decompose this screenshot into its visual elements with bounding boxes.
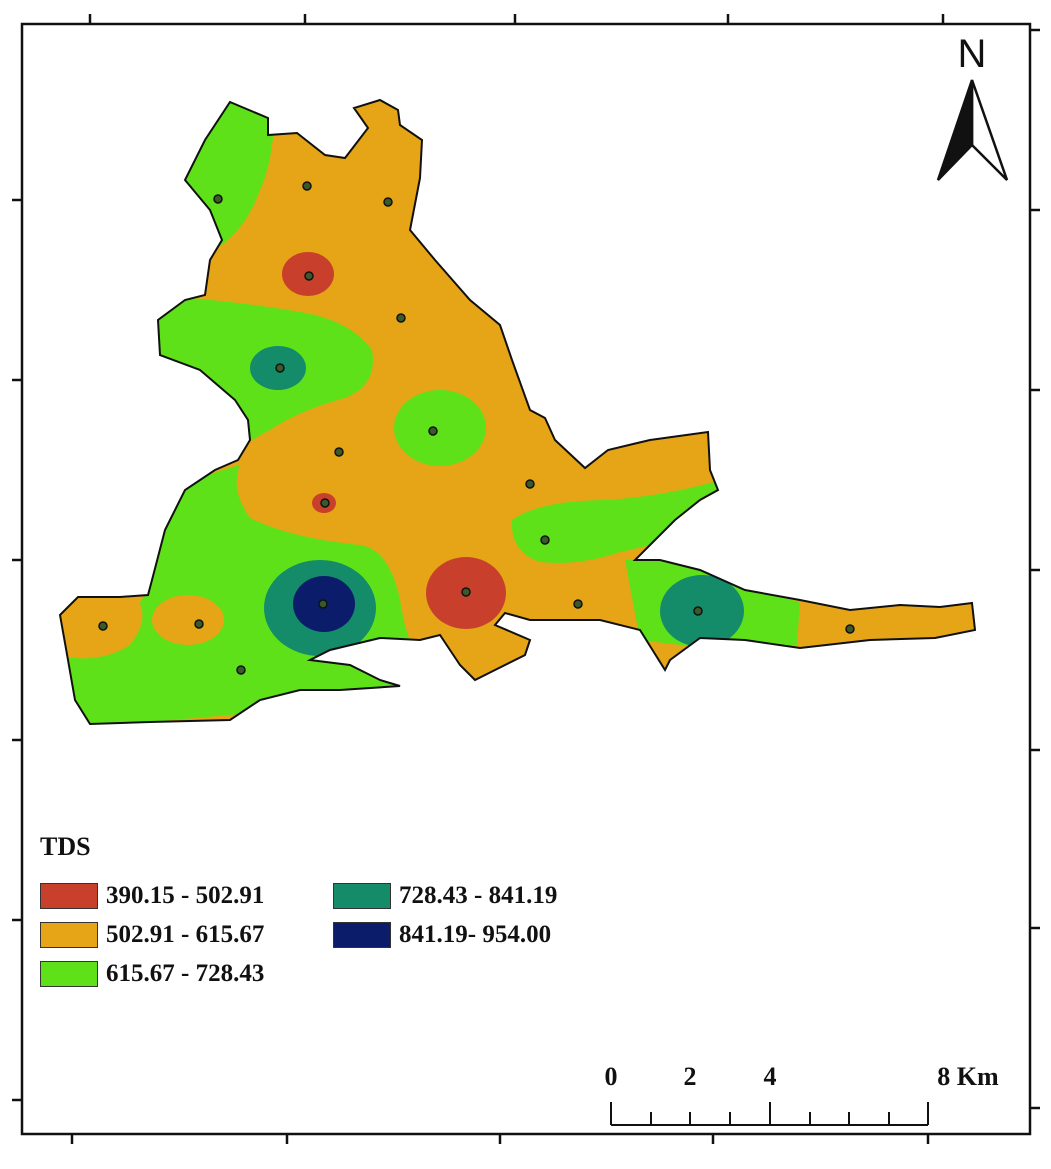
- sample-point: [461, 587, 471, 597]
- legend-label: 390.15 - 502.91: [106, 882, 265, 909]
- scale-bar: [610, 1102, 929, 1126]
- legend-item-class-1: 390.15 - 502.91: [40, 882, 264, 910]
- legend-label: 615.67 - 728.43: [106, 960, 265, 987]
- legend-label: 502.91 - 615.67: [106, 921, 265, 948]
- sample-point: [383, 197, 393, 207]
- legend-label: 728.43 - 841.19: [399, 882, 558, 909]
- scale-label-4: 4: [763, 1062, 777, 1091]
- legend-item-class-4: 728.43 - 841.19: [333, 882, 557, 910]
- legend-item-class-3: 615.67 - 728.43: [40, 960, 264, 988]
- sample-point: [304, 271, 314, 281]
- north-label: N: [957, 32, 987, 76]
- sample-point: [275, 363, 285, 373]
- sample-point: [302, 181, 312, 191]
- sample-point: [194, 619, 204, 629]
- sample-points: [98, 181, 855, 675]
- legend-item-class-2: 502.91 - 615.67: [40, 921, 264, 949]
- sample-point: [334, 447, 344, 457]
- sample-point: [573, 599, 583, 609]
- sample-point: [98, 621, 108, 631]
- sample-point: [213, 194, 223, 204]
- sample-point: [525, 479, 535, 489]
- legend-item-class-5: 841.19- 954.00: [333, 921, 551, 949]
- scale-label-0: 0: [604, 1062, 618, 1091]
- legend-swatch: [40, 883, 98, 909]
- study-area-boundary: [58, 98, 977, 726]
- sample-point: [428, 426, 438, 436]
- frame-ticks: [12, 14, 1040, 1144]
- scale-label-8-km: 8 Km: [937, 1062, 999, 1091]
- sample-point: [693, 606, 703, 616]
- sample-point: [540, 535, 550, 545]
- sample-point: [396, 313, 406, 323]
- legend-label: 841.19- 954.00: [399, 921, 552, 948]
- sample-point: [236, 665, 246, 675]
- map-frame: [20, 22, 1032, 1136]
- north-arrow-icon: [936, 79, 1009, 181]
- legend-swatch: [333, 922, 391, 948]
- legend-title: TDS: [40, 832, 91, 861]
- legend-swatch: [40, 961, 98, 987]
- sample-point: [318, 599, 328, 609]
- sample-point: [320, 498, 330, 508]
- legend-swatch: [333, 883, 391, 909]
- legend-swatch: [40, 922, 98, 948]
- scale-label-2: 2: [683, 1062, 697, 1091]
- sample-point: [845, 624, 855, 634]
